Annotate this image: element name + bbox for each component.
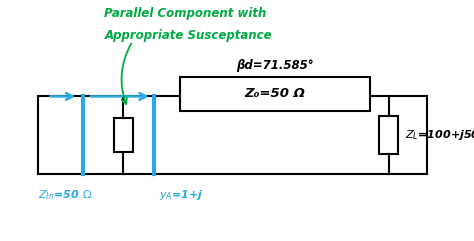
Text: $Z_{In}$=50 $\Omega$: $Z_{In}$=50 $\Omega$ — [38, 188, 92, 202]
Text: Parallel Component with: Parallel Component with — [104, 7, 267, 20]
Bar — [379, 116, 398, 154]
Bar — [114, 118, 133, 152]
Text: $y_A$=1+j: $y_A$=1+j — [159, 188, 204, 202]
Bar — [180, 77, 370, 111]
Text: Z₀=50 Ω: Z₀=50 Ω — [245, 87, 305, 100]
Text: Appropriate Susceptance: Appropriate Susceptance — [104, 29, 272, 42]
Text: $Z_L$=100+j50 $\Omega$: $Z_L$=100+j50 $\Omega$ — [405, 128, 474, 142]
Text: βd=71.585°: βd=71.585° — [236, 59, 314, 72]
